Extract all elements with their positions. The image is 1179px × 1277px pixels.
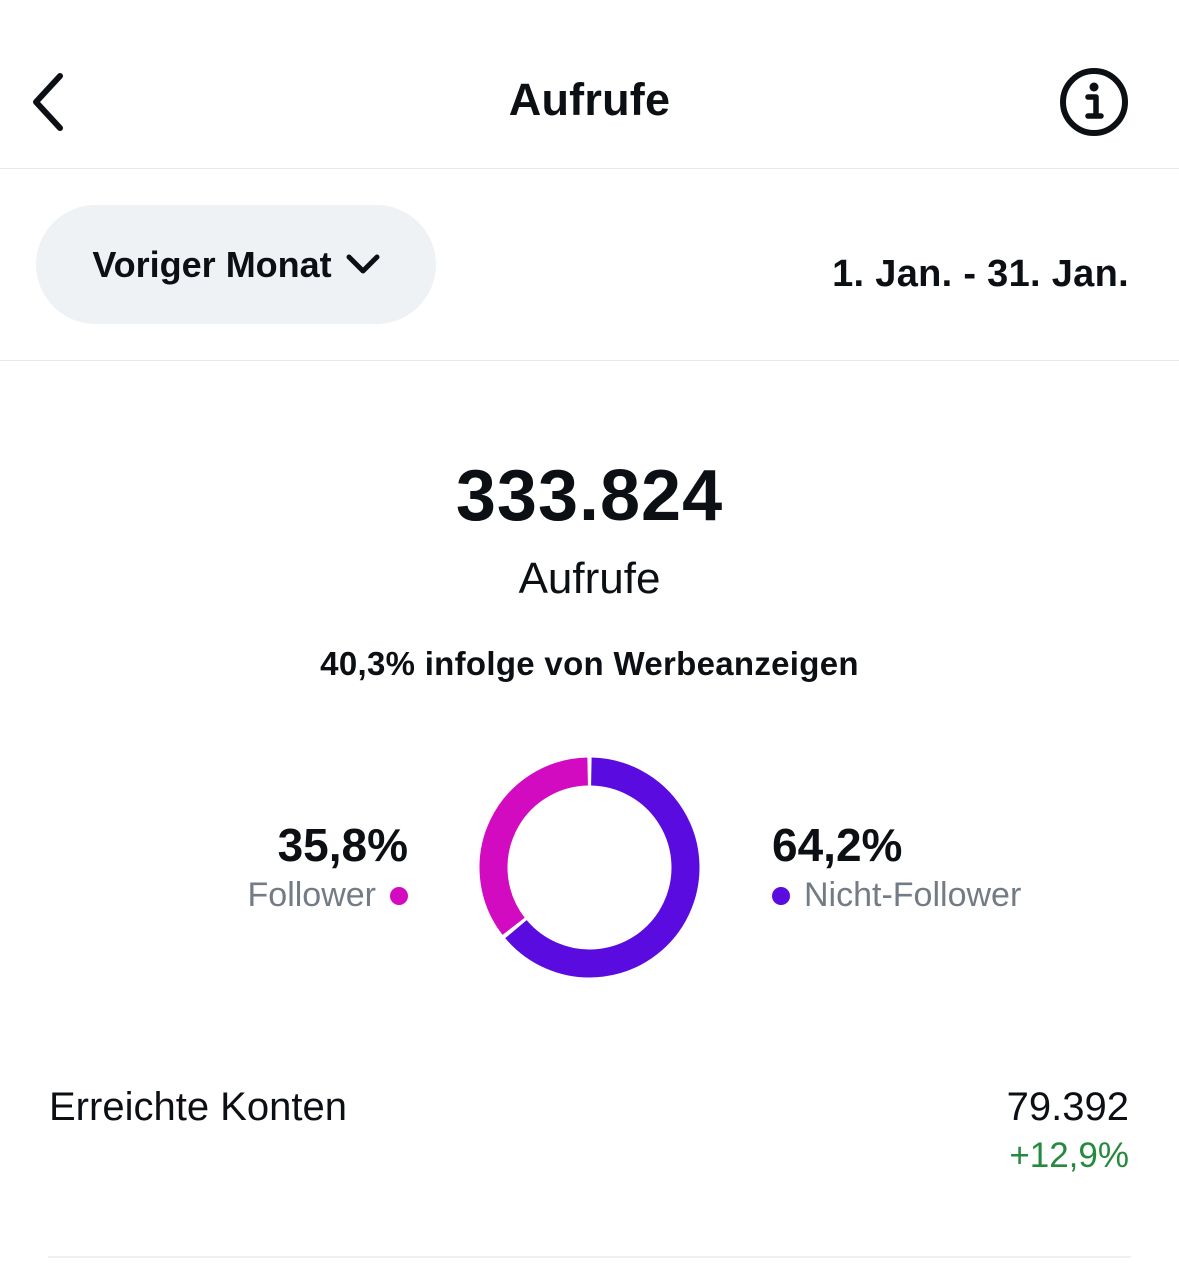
back-button[interactable] [18, 62, 78, 142]
non-follower-legend: Nicht-Follower [772, 876, 1021, 915]
info-circle-icon [1060, 68, 1128, 136]
follower-percent: 35,8% [277, 819, 408, 871]
period-selector[interactable]: Voriger Monat [36, 205, 436, 324]
views-donut-chart [479, 757, 700, 978]
divider [48, 1256, 1131, 1258]
reached-accounts-label: Erreichte Konten [49, 1085, 347, 1129]
reached-accounts-change: +12,9% [1009, 1136, 1129, 1175]
follower-label: Follower [247, 876, 376, 914]
donut-slice-follower [479, 757, 589, 935]
ads-share-note: 40,3% infolge von Werbeanzeigen [320, 645, 859, 682]
reached-accounts-value: 79.392 [1006, 1085, 1129, 1129]
views-total: 333.824 [455, 456, 724, 536]
info-button[interactable] [1058, 66, 1130, 138]
donut-slice-non-follower [505, 757, 700, 978]
non-follower-label: Nicht-Follower [804, 876, 1022, 914]
chevron-left-icon [33, 73, 63, 131]
non-follower-dot [772, 886, 790, 905]
follower-dot [390, 886, 408, 905]
views-label: Aufrufe [518, 554, 661, 603]
page-title: Aufrufe [508, 74, 671, 125]
date-range: 1. Jan. - 31. Jan. [832, 253, 1129, 295]
chevron-down-icon [346, 254, 380, 273]
period-label: Voriger Monat [92, 243, 332, 285]
header-bar: Aufrufe [0, 0, 1179, 169]
non-follower-percent: 64,2% [772, 819, 903, 871]
filter-row: Voriger Monat 1. Jan. - 31. Jan. [0, 169, 1179, 361]
follower-legend: Follower [248, 876, 408, 915]
